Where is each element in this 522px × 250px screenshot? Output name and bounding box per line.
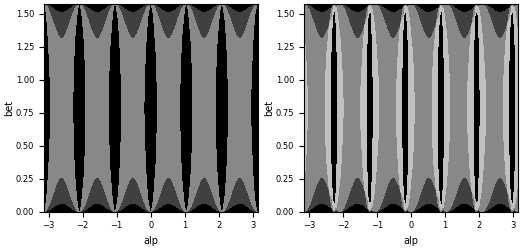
Y-axis label: bet: bet [4,100,14,116]
Y-axis label: bet: bet [265,100,275,116]
X-axis label: alp: alp [404,236,419,246]
X-axis label: alp: alp [143,236,158,246]
